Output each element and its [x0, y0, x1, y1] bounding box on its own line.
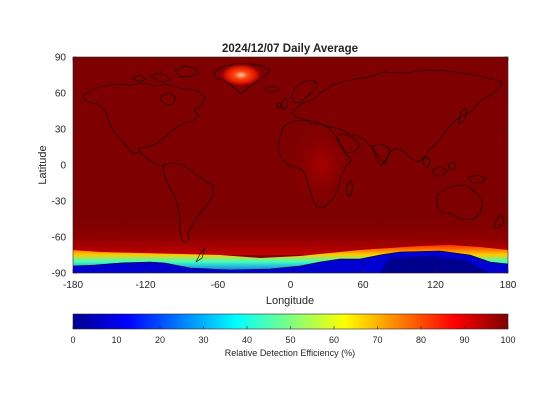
y-tick-label: -90	[52, 269, 67, 280]
colorbar-tick-label: 20	[155, 335, 165, 345]
coastlines	[73, 63, 508, 271]
colorbar-tick-label: 80	[416, 335, 426, 345]
coastline-canadian-archipelago	[131, 65, 199, 83]
colorbar-label: Relative Detection Efficiency (%)	[225, 348, 355, 358]
coastline-central-america	[139, 151, 167, 167]
colorbar-tick-label: 60	[329, 335, 339, 345]
coastline-north-america	[82, 82, 206, 155]
map-title: 2024/12/07 Daily Average	[222, 43, 358, 55]
x-tick-label: 180	[500, 280, 517, 291]
colorbar-tick-label: 70	[372, 335, 382, 345]
coastline-antarctic-peninsula	[195, 247, 206, 263]
colorbar-ticks: 0 10 20 30 40 50 60 70 80 90 100	[70, 326, 516, 345]
coastline-scandinavia	[290, 79, 319, 104]
coastline-new-guinea	[467, 174, 487, 184]
y-tick-label: -30	[52, 197, 67, 208]
x-tick-label: -120	[135, 280, 155, 291]
y-tick-label: 30	[55, 125, 67, 136]
y-tick-label: 60	[55, 89, 67, 100]
heatmap-greenland-hotspot	[219, 63, 263, 87]
y-axis-label: Latitude	[37, 145, 49, 184]
y-tick-label: -60	[52, 233, 67, 244]
colorbar-tick-label: 10	[111, 335, 121, 345]
colorbar-tick-label: 30	[198, 335, 208, 345]
colorbar-tick-label: 40	[242, 335, 252, 345]
x-axis-label: Longitude	[266, 295, 314, 307]
coastline-hudson-bay	[159, 92, 177, 106]
coastline-arabia	[335, 133, 361, 154]
coastline-madagascar	[345, 179, 354, 197]
y-axis: 90 60 30 0 -30 -60 -90	[52, 53, 508, 280]
colorbar-tick-label: 90	[459, 335, 469, 345]
coastline-greenland	[213, 63, 271, 95]
coastline-new-zealand	[493, 214, 505, 229]
coastline-africa	[278, 119, 353, 209]
coastline-japan	[458, 107, 468, 125]
heatmap-antarctic-core	[380, 256, 490, 273]
coastline-iceland	[264, 85, 280, 93]
colorbar-tick-label: 100	[500, 335, 515, 345]
coastline-south-america	[162, 162, 215, 244]
colorbar: 0 10 20 30 40 50 60 70 80 90 100 Relative Detectio…	[70, 313, 516, 358]
x-tick-label: -60	[211, 280, 226, 291]
colorbar-tick-label: 0	[70, 335, 75, 345]
colorbar-tick-label: 50	[285, 335, 295, 345]
x-tick-label: 0	[288, 280, 294, 291]
coastline-eurasia	[291, 69, 503, 165]
x-axis: -180 -120 -60 0 60 120 180	[63, 57, 517, 291]
x-tick-label: 120	[427, 280, 444, 291]
coastline-southeast-asia	[422, 155, 457, 177]
y-tick-label: 90	[55, 53, 67, 64]
x-tick-label: 60	[357, 280, 369, 291]
coastline-british-isles	[276, 97, 289, 111]
y-tick-label: 0	[60, 161, 66, 172]
coastline-india	[371, 143, 391, 167]
x-tick-label: -180	[63, 280, 83, 291]
heatmap-africa-shade	[287, 120, 357, 210]
coastline-antarctica	[73, 250, 508, 271]
plot-area	[73, 57, 508, 273]
coastline-australia	[436, 184, 484, 221]
